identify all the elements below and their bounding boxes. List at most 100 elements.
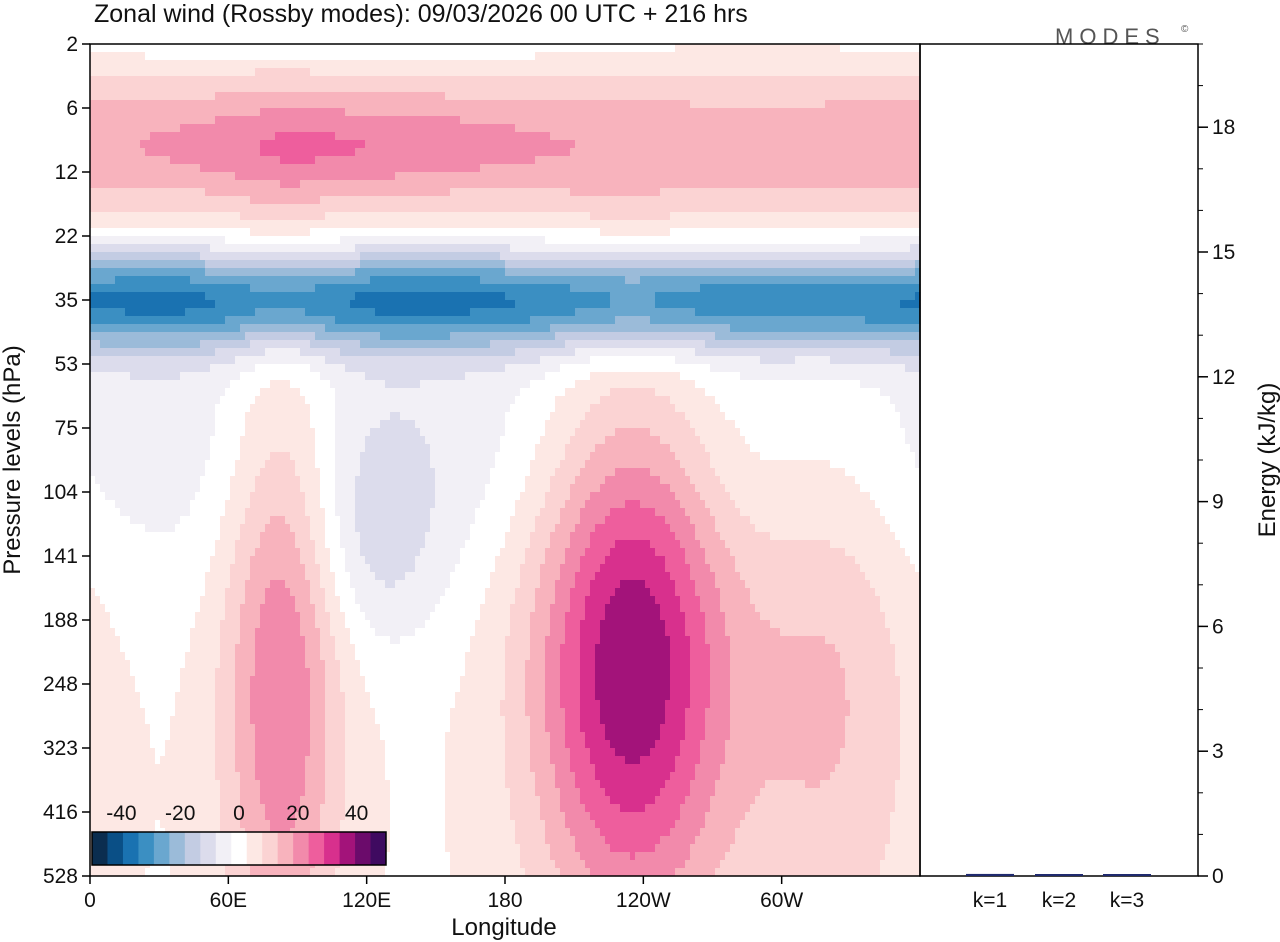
field-cell <box>790 156 796 165</box>
field-cell <box>845 92 851 101</box>
field-cell <box>610 212 616 221</box>
field-cell <box>870 132 876 141</box>
field-cell <box>150 92 156 101</box>
field-cell <box>495 268 501 277</box>
field-cell <box>790 132 796 141</box>
field-cell <box>680 92 686 101</box>
field-cell <box>445 204 451 213</box>
field-cell <box>890 236 896 245</box>
field-cell <box>750 268 756 277</box>
field-cell <box>600 52 606 61</box>
field-cell <box>295 196 301 205</box>
field-cell <box>445 164 451 173</box>
field-cell <box>95 116 101 125</box>
field-cell <box>95 212 101 221</box>
field-cell <box>320 236 326 245</box>
field-cell <box>305 252 311 261</box>
field-cell <box>715 44 721 53</box>
field-cell <box>555 244 561 253</box>
field-cell <box>205 60 211 69</box>
field-cell <box>670 236 676 245</box>
field-cell <box>355 164 361 173</box>
field-cell <box>620 228 626 237</box>
field-cell <box>205 196 211 205</box>
field-cell <box>540 84 546 93</box>
field-cell <box>485 188 491 197</box>
field-cell <box>200 100 206 109</box>
field-cell <box>545 108 551 117</box>
field-cell <box>220 260 226 269</box>
field-cell <box>410 132 416 141</box>
field-cell <box>575 164 581 173</box>
field-cell <box>230 76 236 85</box>
field-cell <box>435 228 441 237</box>
field-cell <box>455 84 461 93</box>
field-cell <box>715 172 721 181</box>
field-cell <box>455 100 461 109</box>
field-cell <box>380 60 386 69</box>
field-cell <box>220 244 226 253</box>
field-cell <box>845 196 851 205</box>
field-cell <box>765 52 771 61</box>
field-cell <box>690 44 696 53</box>
field-cell <box>555 220 561 229</box>
field-cell <box>375 260 381 269</box>
field-cell <box>360 228 366 237</box>
field-cell <box>910 220 916 229</box>
field-cell <box>540 220 546 229</box>
field-cell <box>755 140 761 149</box>
field-cell <box>255 124 261 133</box>
field-cell <box>825 188 831 197</box>
field-cell <box>900 220 906 229</box>
field-cell <box>155 140 161 149</box>
field-cell <box>510 268 516 277</box>
field-cell <box>250 84 256 93</box>
field-cell <box>160 212 166 221</box>
field-cell <box>535 60 541 69</box>
field-cell <box>770 132 776 141</box>
field-cell <box>595 132 601 141</box>
field-cell <box>450 132 456 141</box>
field-cell <box>375 276 381 285</box>
field-cell <box>520 140 526 149</box>
field-cell <box>360 60 366 69</box>
field-cell <box>710 244 716 253</box>
field-cell <box>100 116 106 125</box>
field-cell <box>470 172 476 181</box>
field-cell <box>125 124 131 133</box>
field-cell <box>665 220 671 229</box>
field-cell <box>425 124 431 133</box>
field-cell <box>440 220 446 229</box>
field-cell <box>350 108 356 117</box>
field-cell <box>550 100 556 109</box>
field-cell <box>450 52 456 61</box>
field-cell <box>265 188 271 197</box>
field-cell <box>145 108 151 117</box>
field-cell <box>300 260 306 269</box>
field-cell <box>730 260 736 269</box>
field-cell <box>890 180 896 189</box>
field-cell <box>505 180 511 189</box>
field-cell <box>605 204 611 213</box>
field-cell <box>685 220 691 229</box>
field-cell <box>795 124 801 133</box>
field-cell <box>760 76 766 85</box>
field-cell <box>140 220 146 229</box>
field-cell <box>305 92 311 101</box>
field-cell <box>705 196 711 205</box>
field-cell <box>785 236 791 245</box>
field-cell <box>295 188 301 197</box>
field-cell <box>795 140 801 149</box>
field-cell <box>390 100 396 109</box>
field-cell <box>385 244 391 253</box>
field-cell <box>250 140 256 149</box>
field-cell <box>210 76 216 85</box>
field-cell <box>440 52 446 61</box>
field-cell <box>545 172 551 181</box>
field-cell <box>535 84 541 93</box>
field-cell <box>345 76 351 85</box>
field-cell <box>530 228 536 237</box>
field-cell <box>835 132 841 141</box>
field-cell <box>185 164 191 173</box>
field-cell <box>455 164 461 173</box>
